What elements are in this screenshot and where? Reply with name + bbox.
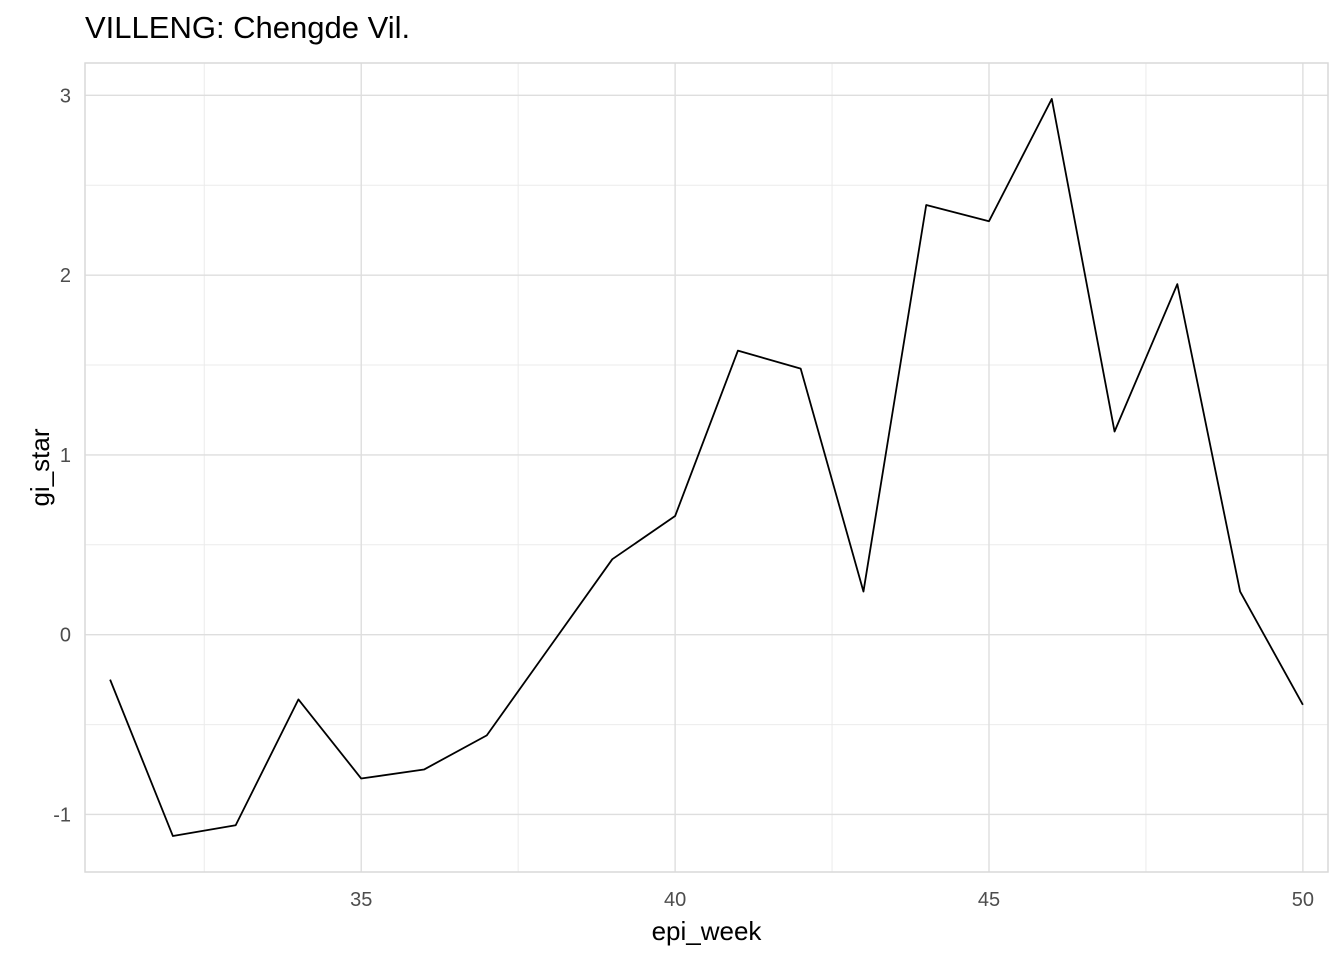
y-tick-labels: -1 0 1 2 3: [53, 85, 71, 826]
chart-title: VILLENG: Chengde Vil.: [85, 10, 411, 45]
y-tick-label: -1: [53, 804, 71, 826]
y-tick-label: 1: [60, 445, 71, 467]
major-gridlines: [85, 63, 1328, 872]
x-tick-label: 40: [664, 889, 686, 911]
series-line: [109, 98, 1304, 837]
y-tick-label: 2: [60, 265, 71, 287]
y-axis-title: gi_star: [25, 428, 55, 506]
x-axis-title: epi_week: [652, 916, 763, 946]
x-tick-label: 35: [350, 889, 372, 911]
series-layer: [109, 98, 1304, 837]
y-tick-label: 0: [60, 625, 71, 647]
panel-border: [84, 62, 1329, 873]
x-tick-label: 50: [1292, 889, 1314, 911]
x-tick-label: 45: [978, 889, 1000, 911]
minor-gridlines: [85, 63, 1328, 872]
y-tick-label: 3: [60, 85, 71, 107]
x-tick-labels: 35 40 45 50: [350, 889, 1314, 911]
